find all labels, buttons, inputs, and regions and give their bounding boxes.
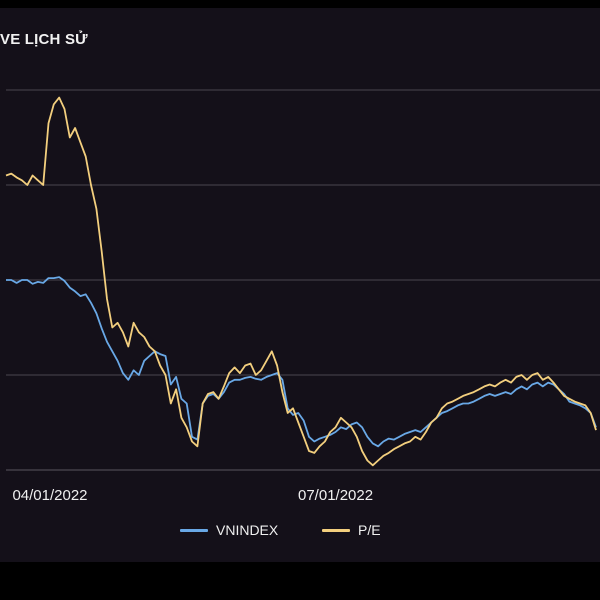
legend: VNINDEX P/E bbox=[0, 522, 600, 546]
series-line-vnindex bbox=[6, 276, 597, 448]
grid-lines bbox=[6, 89, 600, 471]
series-layer bbox=[5, 96, 597, 467]
legend-label: VNINDEX bbox=[216, 522, 279, 538]
legend-swatch bbox=[322, 528, 350, 532]
x-tick-label: 07/01/2022 bbox=[298, 487, 373, 504]
x-axis-ticks: 04/01/2022 07/01/2022 bbox=[12, 487, 373, 504]
legend-item[interactable]: VNINDEX bbox=[180, 522, 278, 538]
legend-item[interactable]: P/E bbox=[322, 522, 381, 538]
legend-swatch bbox=[180, 528, 208, 532]
series-line-p-e bbox=[5, 96, 597, 467]
x-tick-label: 04/01/2022 bbox=[12, 487, 87, 504]
chart-title: VE LỊCH SỬ bbox=[0, 31, 88, 48]
legend-label: P/E bbox=[358, 522, 381, 538]
